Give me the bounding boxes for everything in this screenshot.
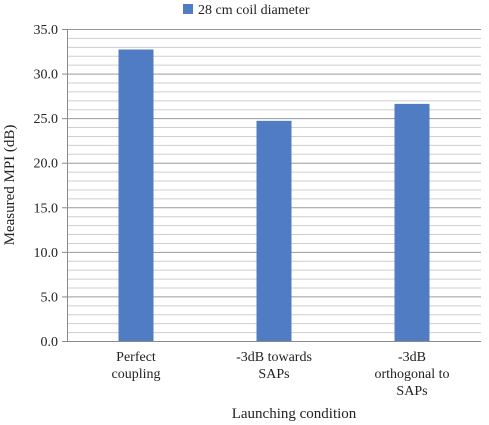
x-category-label: Perfect coupling	[112, 350, 161, 382]
y-tick-label: 20.0	[34, 157, 59, 172]
legend: 28 cm coil diameter	[183, 3, 310, 18]
x-category-label-line: Perfect	[116, 350, 156, 365]
bar	[394, 103, 430, 341]
x-category-label-line: coupling	[112, 367, 161, 382]
y-tick-label: 0.0	[41, 335, 59, 350]
y-tick-label: 30.0	[34, 68, 59, 83]
x-category-label: -3dB towards SAPs	[236, 350, 312, 382]
y-tick-label: 5.0	[41, 290, 59, 305]
x-category-label-line: orthogonal to	[374, 367, 449, 382]
bar	[118, 49, 154, 341]
y-tick-label: 25.0	[34, 112, 59, 127]
x-axis-title: Launching condition	[232, 406, 357, 422]
legend-label: 28 cm coil diameter	[198, 3, 310, 18]
x-category-label-line: -3dB	[398, 350, 426, 365]
bar	[256, 120, 292, 342]
x-category-label-line: SAPs	[396, 384, 427, 399]
legend-swatch	[183, 4, 193, 14]
x-category-label: -3dB orthogonal to SAPs	[374, 350, 449, 399]
y-tick-label: 10.0	[34, 246, 59, 261]
y-axis-title: Measured MPI (dB)	[2, 125, 18, 246]
axes	[62, 29, 481, 342]
y-tick-labels: 0.0 5.0 10.0 15.0 20.0 25.0 30.0 35.0	[34, 23, 59, 350]
y-tick-label: 35.0	[34, 23, 59, 38]
y-tick-label: 15.0	[34, 201, 59, 216]
x-category-labels: Perfect coupling -3dB towards SAPs -3dB ortho…	[112, 350, 450, 399]
bars	[118, 49, 430, 342]
x-category-label-line: -3dB towards	[236, 350, 312, 365]
x-category-label-line: SAPs	[258, 367, 289, 382]
